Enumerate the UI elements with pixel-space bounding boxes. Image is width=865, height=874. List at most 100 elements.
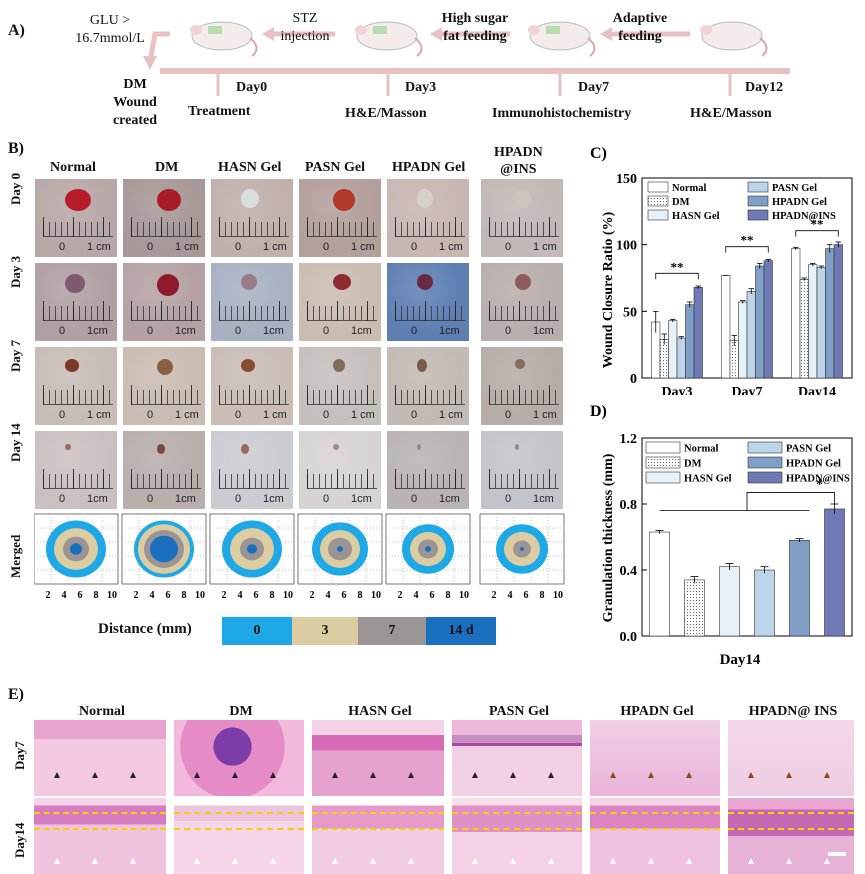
wound-spot	[241, 189, 259, 209]
y-tick-label: 0	[630, 372, 637, 387]
immuno-label: Immunohistochemistry	[492, 106, 632, 121]
ruler-cm-label: 1 cm	[87, 241, 111, 253]
row-day3: Day 3	[8, 255, 23, 288]
row-e-day14: Day14	[12, 822, 27, 858]
col-pasn: PASN Gel	[305, 160, 366, 175]
bar	[719, 566, 740, 637]
arrowhead-marker	[130, 858, 136, 864]
significance-bracket	[725, 246, 769, 253]
ruler-zero-label: 0	[235, 325, 242, 337]
y-tick-label: 0.4	[620, 564, 638, 579]
y-tick-label: 0.8	[620, 498, 638, 513]
wound-photo: 0 1 cm	[122, 178, 206, 258]
he-stain-image	[174, 798, 304, 874]
ruler-cm-label: 1cm	[439, 325, 460, 337]
arrowhead-marker	[472, 772, 478, 778]
wound-spot	[515, 444, 519, 451]
ruler-zero-label: 0	[411, 241, 418, 253]
he-column-title: HASN Gel	[348, 704, 412, 719]
wound-outline-day14	[70, 543, 82, 555]
ruler-zero-label: 0	[235, 241, 242, 253]
merged-axis-tick: 6	[524, 590, 529, 600]
legend-label: HPADN@INS	[772, 211, 836, 222]
merged-axis-tick: 2	[222, 590, 227, 600]
merged-axis-tick: 4	[62, 590, 67, 600]
bar	[649, 531, 670, 637]
arrowhead-marker	[194, 772, 200, 778]
arrowhead-marker	[332, 772, 338, 778]
col-hpadn: HPADN Gel	[392, 160, 466, 175]
y-tick-label: 0.0	[620, 630, 638, 645]
ruler-zero-label: 0	[147, 241, 154, 253]
ruler-major-ticks	[43, 217, 113, 237]
wound-photo: 0 1 cm	[386, 346, 470, 426]
merged-outline-row: 2 4 6 8 10 2 4 6 8 10 2 4 6 8 10 2 4 6 8 10 2 4 6 8 10 2 4 6 8 10	[34, 513, 565, 600]
ruler-cm-label: 1 cm	[175, 241, 199, 253]
legend-swatch	[747, 195, 769, 207]
wound-spot	[333, 359, 345, 372]
wound-photo: 0 1 cm	[298, 346, 382, 426]
merged-axis-tick: 8	[358, 590, 363, 600]
he-stain-image	[174, 720, 304, 796]
ruler-zero-label: 0	[323, 325, 330, 337]
ruler-cm-label: 1 cm	[351, 409, 375, 421]
he-column-title: HPADN@ INS	[748, 704, 838, 719]
wound-spot	[515, 359, 525, 369]
merged-axis-tick: 10	[107, 590, 117, 600]
legend-label: Normal	[684, 444, 718, 455]
wound-spot	[417, 359, 427, 372]
legend-day14: 14 d	[426, 617, 496, 645]
arrowhead-marker	[130, 772, 136, 778]
merged-axis-tick: 6	[254, 590, 259, 600]
day7-label: Day7	[578, 80, 610, 95]
mouse-icon	[528, 21, 596, 57]
wound-outline-day14	[520, 547, 524, 551]
bar	[789, 540, 810, 637]
granulation-boundary	[34, 828, 166, 830]
x-tick-label: Day14	[798, 385, 836, 395]
legend-swatch	[645, 441, 681, 454]
arrowhead-marker	[472, 858, 478, 864]
wound-outline-day14	[337, 546, 343, 552]
ruler-major-ticks	[219, 469, 289, 489]
he-masson-label: H&E/Masson	[690, 106, 772, 121]
ruler-zero-label: 0	[505, 241, 512, 253]
legend-day3: 3	[292, 617, 358, 645]
ruler-major-ticks	[219, 385, 289, 405]
ruler-cm-label: 1 cm	[439, 241, 463, 253]
merged-axis-tick: 10	[459, 590, 469, 600]
wound-photo: 0 1 cm	[122, 346, 206, 426]
ruler-cm-label: 1cm	[533, 493, 554, 505]
x-tick-label: Day3	[661, 385, 692, 395]
arrowhead-marker	[92, 772, 98, 778]
merged-outline-cell: 2 4 6 8 10	[209, 513, 295, 600]
ruler-major-ticks	[489, 217, 559, 237]
merged-axis-tick: 6	[342, 590, 347, 600]
timeline-diagram	[143, 21, 790, 96]
bar	[833, 244, 843, 379]
arrowhead-marker	[92, 858, 98, 864]
ruler-cm-label: 1cm	[439, 493, 460, 505]
arrowhead-marker	[786, 858, 792, 864]
ruler-major-ticks	[489, 469, 559, 489]
granulation-boundary	[452, 828, 582, 830]
chart-d-frame	[641, 437, 853, 637]
he-stain-image	[34, 798, 166, 874]
legend-swatch	[747, 441, 783, 454]
wound-photo: 0 1 cm	[210, 178, 294, 258]
merged-axis-tick: 2	[134, 590, 139, 600]
wound-photo: 0 1cm	[298, 430, 382, 510]
wound-photo: 0 1cm	[210, 430, 294, 510]
arrowhead-marker	[54, 858, 60, 864]
merged-axis-tick: 2	[492, 590, 497, 600]
wound-spot	[417, 444, 421, 451]
arrowhead-marker	[232, 858, 238, 864]
adaptive-label: Adaptive feeding	[612, 11, 668, 44]
ruler-cm-label: 1cm	[351, 325, 372, 337]
wound-photo: 0 1 cm	[386, 178, 470, 258]
wound-photo: 0 1cm	[386, 262, 470, 342]
he-column-title: HPADN Gel	[620, 704, 694, 719]
bar	[816, 267, 826, 379]
wound-photo: 0 1 cm	[34, 178, 118, 258]
wound-spot	[515, 189, 531, 209]
